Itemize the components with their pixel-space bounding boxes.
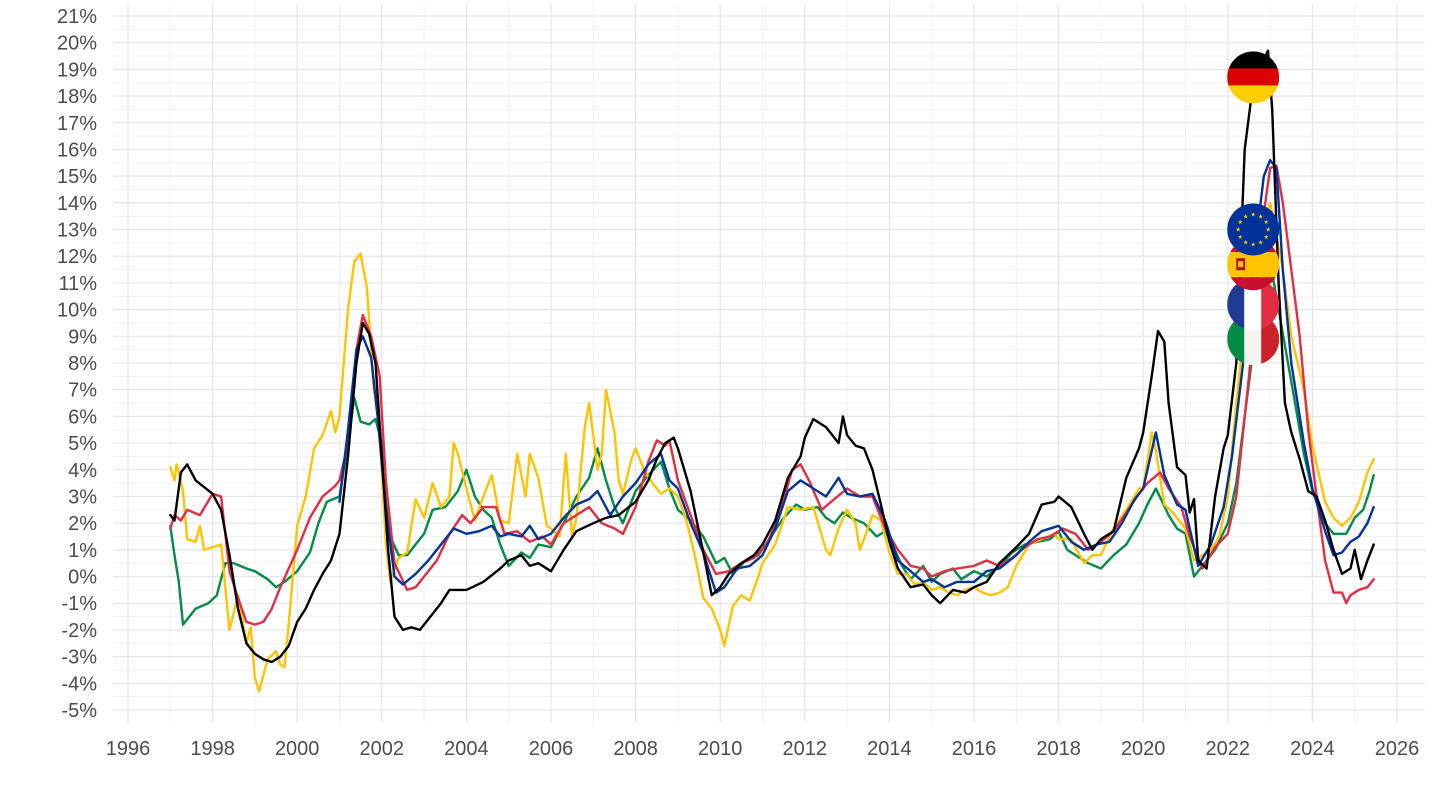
x-tick-label: 2016 xyxy=(952,738,997,760)
y-tick-label: 6% xyxy=(68,406,97,428)
y-tick-label: 2% xyxy=(68,513,97,535)
x-tick-label: 1996 xyxy=(106,738,151,760)
series-line-eu xyxy=(338,158,1375,594)
x-tick-label: 2006 xyxy=(529,738,574,760)
y-tick-label: -5% xyxy=(61,700,97,722)
x-tick-label: 2020 xyxy=(1121,738,1166,760)
y-tick-label: 10% xyxy=(57,300,97,322)
y-tick-label: 5% xyxy=(68,433,97,455)
x-tick-label: 2014 xyxy=(867,738,912,760)
eu-star xyxy=(1250,212,1256,217)
france-flag xyxy=(1227,278,1280,331)
flag-markers xyxy=(1227,51,1280,365)
y-tick-label: 19% xyxy=(57,59,97,81)
eu-star xyxy=(1258,240,1263,245)
series-lines xyxy=(169,49,1375,693)
eu-star xyxy=(1258,214,1263,219)
eu-flag xyxy=(1227,203,1280,256)
series-line-spain xyxy=(169,201,1375,693)
x-tick-label: 2000 xyxy=(275,738,320,760)
y-tick-label: 4% xyxy=(68,460,97,482)
eu-star xyxy=(1250,242,1256,247)
y-tick-label: 15% xyxy=(57,166,97,188)
y-tick-label: 1% xyxy=(68,540,97,562)
y-tick-label: -4% xyxy=(61,673,97,695)
y-tick-label: 17% xyxy=(57,113,97,135)
eu-star xyxy=(1243,240,1248,245)
eu-star xyxy=(1235,227,1241,232)
x-tick-label: 2008 xyxy=(613,738,658,760)
y-tick-label: 21% xyxy=(57,6,97,28)
x-tick-label: 1998 xyxy=(190,738,235,760)
y-tick-label: -2% xyxy=(61,620,97,642)
eu-star xyxy=(1263,234,1269,239)
y-tick-label: 20% xyxy=(57,33,97,55)
y-tick-label: -3% xyxy=(61,647,97,669)
x-tick-label: 2026 xyxy=(1375,738,1420,760)
eu-star xyxy=(1237,234,1243,239)
x-tick-label: 2004 xyxy=(444,738,489,760)
eu-star xyxy=(1263,219,1269,224)
x-tick-label: 2010 xyxy=(698,738,743,760)
y-tick-label: 11% xyxy=(58,273,97,295)
y-tick-label: 13% xyxy=(57,220,97,242)
x-tick-label: 2002 xyxy=(360,738,405,760)
y-tick-label: 7% xyxy=(68,380,97,402)
germany-flag xyxy=(1227,51,1280,104)
y-tick-label: 9% xyxy=(68,326,97,348)
y-tick-label: -1% xyxy=(61,593,97,615)
eu-star xyxy=(1237,219,1243,224)
x-tick-label: 2024 xyxy=(1290,738,1335,760)
y-tick-label: 8% xyxy=(68,353,97,375)
y-axis-tick-labels: -5% -4% -3% -2% -1% 0% 1% 2% 3% 4% 5% 6% 7% 8% 9% 10% 11… xyxy=(57,6,97,722)
y-tick-label: 0% xyxy=(68,567,97,589)
y-tick-label: 12% xyxy=(57,246,97,268)
eu-star xyxy=(1243,214,1248,219)
y-tick-label: 3% xyxy=(68,486,97,508)
x-tick-label: 2012 xyxy=(783,738,828,760)
y-tick-label: 14% xyxy=(57,193,97,215)
x-tick-label: 2018 xyxy=(1036,738,1081,760)
y-tick-label: 18% xyxy=(57,86,97,108)
x-axis-tick-labels: 1996 1998 2000 2002 2004 2006 2008 2010 2012 2014… xyxy=(106,738,1420,760)
x-tick-label: 2022 xyxy=(1206,738,1251,760)
major-gridlines xyxy=(113,4,1425,723)
y-tick-label: 16% xyxy=(57,139,97,161)
eu-star xyxy=(1265,227,1271,232)
series-line-germany xyxy=(169,49,1375,664)
